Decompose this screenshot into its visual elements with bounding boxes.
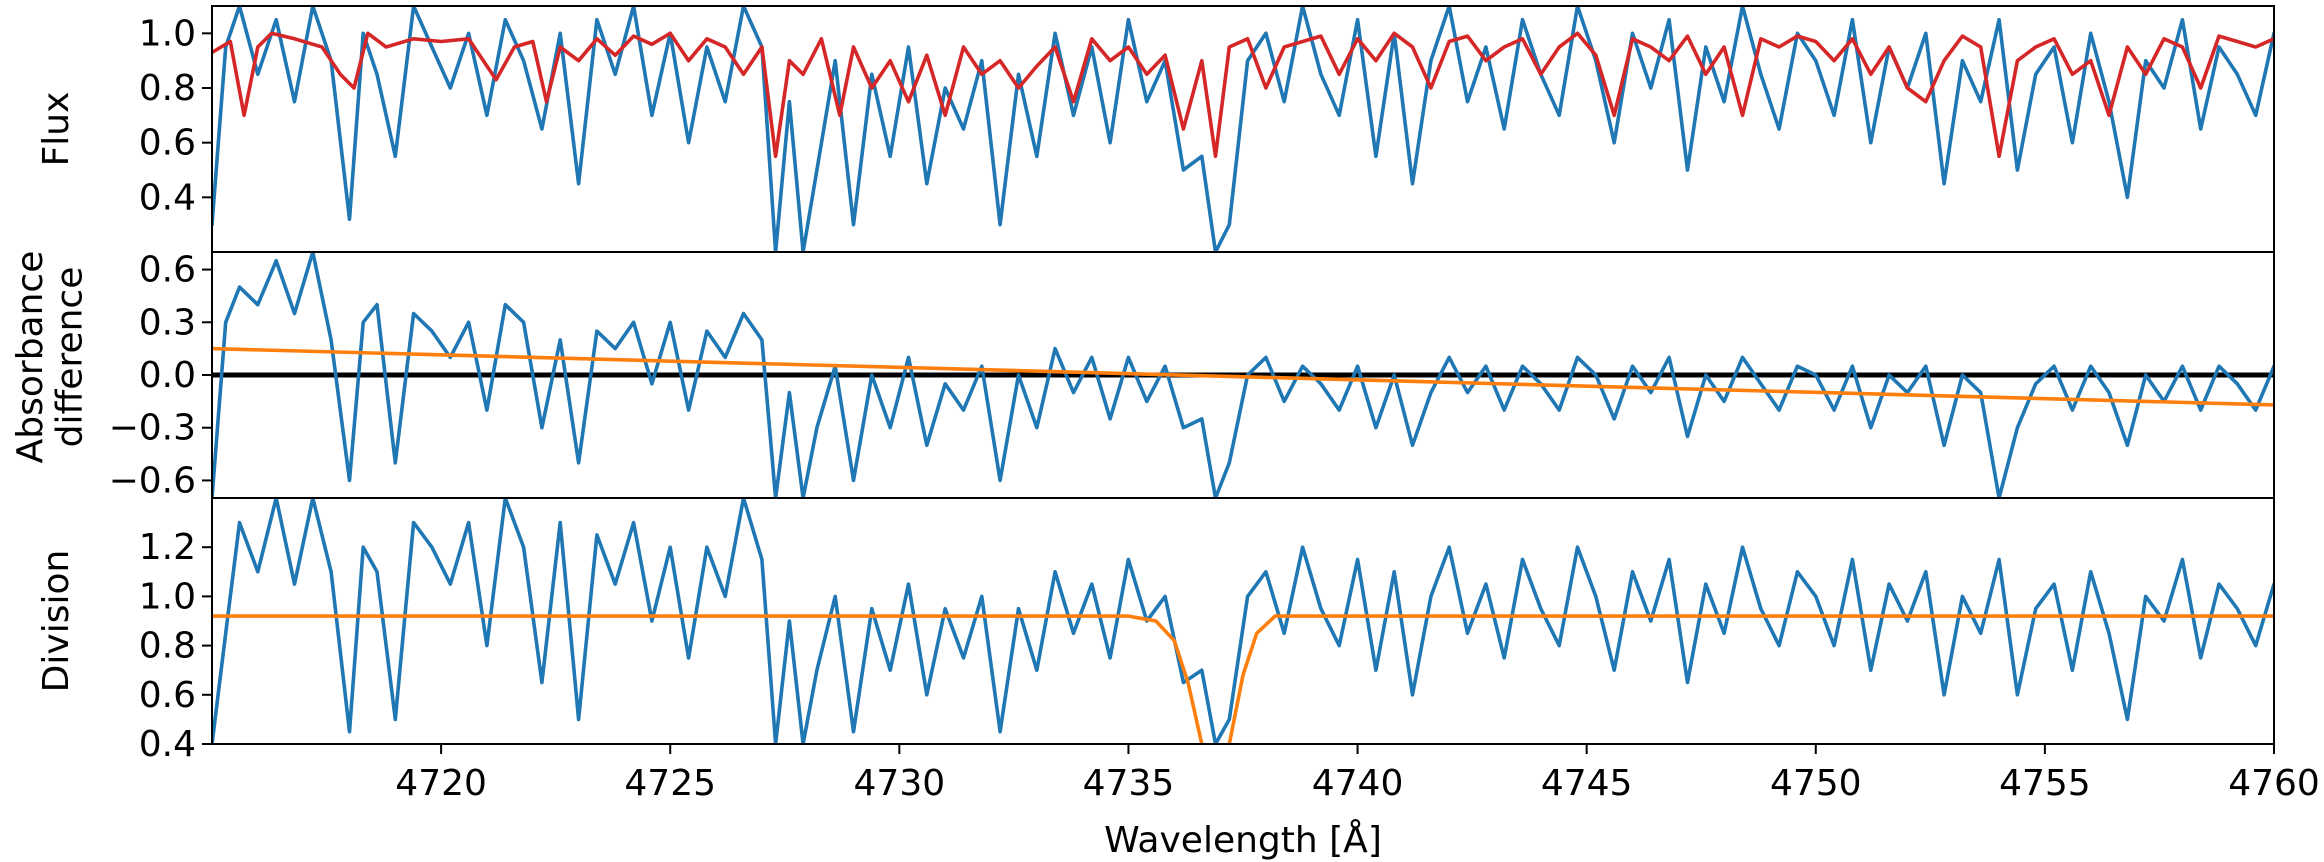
x-tick-label: 4760 xyxy=(2228,763,2320,804)
flux-panel-frame xyxy=(211,5,2275,253)
division-panel: 0.4 0.6 0.8 1.0 1.2 Division xyxy=(36,497,2275,765)
flux-y-tick-label: 1.0 xyxy=(139,13,196,54)
absorbance-y-label-line: difference xyxy=(50,267,91,448)
division-y-tick-label: 1.2 xyxy=(139,527,196,568)
x-tick-label: 4730 xyxy=(854,763,946,804)
division-y-axis-label: Division xyxy=(36,550,77,693)
division-observed-line xyxy=(212,498,2274,744)
flux-model-line xyxy=(212,31,2274,159)
x-tick-label: 4725 xyxy=(624,763,716,804)
wavelength-x-ticks: 4720 4725 4730 4735 4740 4745 4750 4755 4760 xyxy=(395,744,2320,804)
division-y-tick-label: 0.4 xyxy=(139,724,196,765)
x-tick-label: 4755 xyxy=(1999,763,2091,804)
absorbance-y-tick-label: 0.6 xyxy=(139,250,196,291)
flux-observed-line xyxy=(212,6,2274,252)
division-y-ticks: 0.4 0.6 0.8 1.0 1.2 xyxy=(139,527,212,765)
division-panel-frame xyxy=(211,497,2275,745)
x-tick-label: 4720 xyxy=(395,763,487,804)
flux-y-tick-label: 0.8 xyxy=(139,68,196,109)
absorbance-fit-line xyxy=(212,346,2274,407)
flux-y-tick-label: 0.4 xyxy=(139,177,196,218)
x-axis-label: Wavelength [Å] xyxy=(1104,818,1382,861)
x-tick-label: 4750 xyxy=(1770,763,1862,804)
flux-y-ticks: 0.4 0.6 0.8 1.0 xyxy=(139,13,212,218)
division-y-tick-label: 0.8 xyxy=(139,626,196,667)
absorbance-y-tick-label: −0.6 xyxy=(109,460,196,501)
flux-plot-area xyxy=(212,6,2274,252)
absorbance-panel: −0.6 −0.3 0.0 0.3 0.6 Absorbancedifference xyxy=(10,250,2275,501)
absorbance-y-tick-label: −0.3 xyxy=(109,408,196,449)
absorbance-y-label-line: Absorbance xyxy=(10,251,51,464)
flux-panel: 0.4 0.6 0.8 1.0 Flux xyxy=(36,5,2275,253)
absorbance-y-axis-label: Absorbancedifference xyxy=(10,251,91,464)
x-tick-label: 4735 xyxy=(1083,763,1175,804)
absorbance-observed-line xyxy=(212,252,2274,498)
flux-y-tick-label: 0.6 xyxy=(139,123,196,164)
division-plot-area xyxy=(212,498,2274,744)
division-y-tick-label: 0.6 xyxy=(139,675,196,716)
division-y-tick-label: 1.0 xyxy=(139,576,196,617)
absorbance-plot-area xyxy=(212,252,2274,498)
flux-y-axis-label: Flux xyxy=(36,92,77,167)
absorbance-y-ticks: −0.6 −0.3 0.0 0.3 0.6 xyxy=(109,250,212,501)
x-tick-label: 4745 xyxy=(1541,763,1633,804)
division-fit-line xyxy=(212,614,2274,744)
absorbance-y-tick-label: 0.0 xyxy=(139,355,196,396)
absorbance-y-tick-label: 0.3 xyxy=(139,302,196,343)
x-tick-label: 4740 xyxy=(1312,763,1404,804)
